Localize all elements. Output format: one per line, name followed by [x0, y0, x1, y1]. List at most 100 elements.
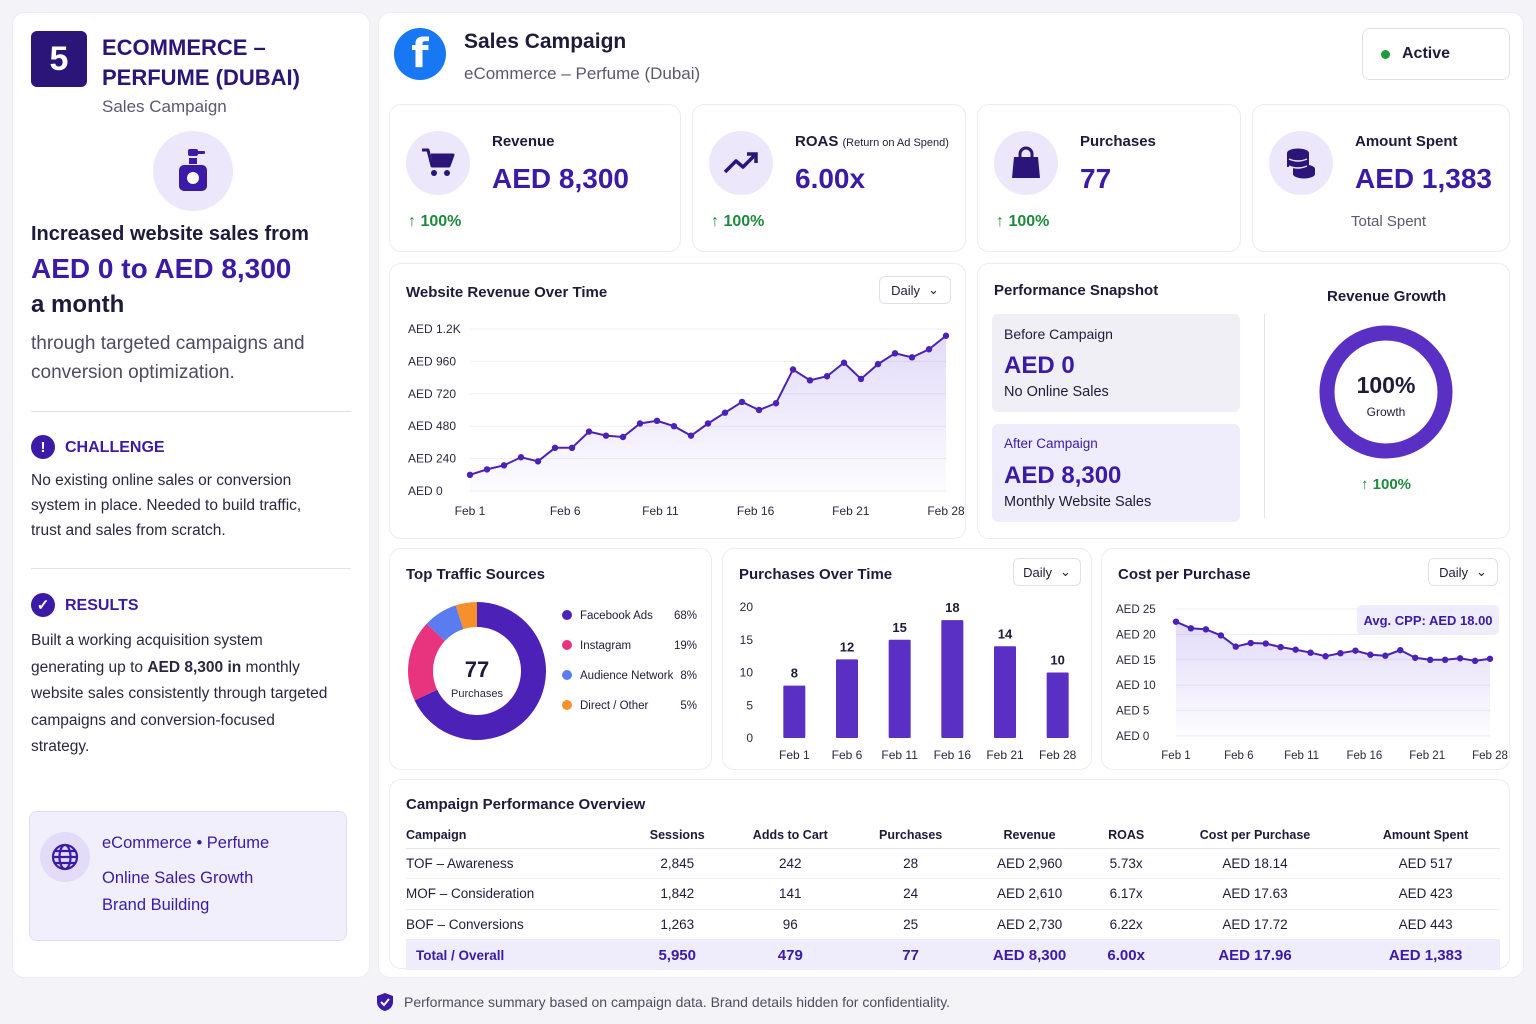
table-cell: TOF – Awareness [406, 848, 630, 879]
after-value: AED 8,300 [1004, 462, 1122, 489]
legend-label: Audience Network [580, 670, 674, 682]
data-point [1337, 649, 1344, 657]
kpi-card-purchases: Purchases 77 ↑ 100% [977, 104, 1241, 252]
data-point [670, 423, 678, 430]
table-cell: 28 [855, 848, 966, 879]
data-point [1322, 653, 1329, 660]
chevron-down-icon: ⌄ [1476, 564, 1487, 579]
data-point [1352, 647, 1359, 654]
column-header: Revenue [965, 822, 1094, 849]
data-point [1187, 625, 1195, 632]
kpi-value: 6.00x [795, 163, 866, 194]
traffic-donut-chart: 77 Purchases Facebook Ads 68% Instagram 19% Au… [408, 602, 697, 740]
table-cell: AED 17.96 [1158, 939, 1352, 970]
data-point [823, 373, 831, 380]
legend-value: 19% [674, 640, 697, 652]
data-point [1307, 649, 1314, 656]
column-header: Adds to Cart [725, 822, 856, 849]
data-point [568, 444, 576, 451]
before-value: AED 0 [1004, 352, 1075, 379]
data-point [1277, 643, 1284, 651]
data-point [551, 444, 559, 451]
y-tick-label: AED 15 [1116, 655, 1156, 667]
x-tick-label: Feb 1 [455, 504, 486, 518]
shield-check-icon [377, 993, 393, 1011]
data-point [1217, 632, 1225, 639]
table-title: Campaign Performance Overview [406, 796, 646, 813]
legend-value: 5% [680, 700, 697, 712]
chart-title: Cost per Purchase [1118, 566, 1251, 583]
bar-value-label: 12 [840, 639, 854, 654]
x-tick-label: Feb 11 [881, 748, 918, 762]
table-cell: 6.17x [1093, 878, 1159, 910]
legend-label: Facebook Ads [580, 610, 653, 622]
x-tick-label: Feb 6 [1224, 750, 1253, 762]
status-dot-icon [1381, 49, 1390, 59]
donut-slice [408, 623, 445, 701]
kpi-label: Revenue [492, 133, 555, 150]
kpi-value: 77 [1080, 163, 1112, 194]
kpi-label: Amount Spent [1355, 133, 1458, 150]
growth-title: Revenue Growth [1327, 288, 1447, 305]
x-tick-label: Feb 28 [1039, 748, 1077, 762]
data-point [721, 409, 729, 416]
divider [1264, 314, 1265, 518]
summary-panel: 5 ECOMMERCE – PERFUME (DUBAI) Sales Camp… [12, 12, 370, 978]
column-header: Amount Spent [1351, 822, 1500, 849]
ring-progress [1319, 325, 1453, 459]
table-row: TOF – Awareness 2,845 242 28 AED 2,960 5.73x A… [406, 848, 1500, 879]
data-point [1456, 655, 1464, 662]
data-point [1382, 652, 1389, 659]
avg-cpp-annotation: Avg. CPP: AED 18.00 [1357, 605, 1499, 635]
table-cell: AED 2,730 [965, 909, 1094, 940]
x-tick-label: Feb 6 [832, 748, 863, 762]
purchases-period-dropdown[interactable]: Daily ⌄ [1013, 558, 1081, 586]
table-cell: AED 2,960 [965, 848, 1094, 879]
case-subtitle: Sales Campaign [102, 97, 227, 116]
table-cell: 141 [725, 878, 856, 910]
table-cell: BOF – Conversions [406, 909, 630, 940]
case-title: ECOMMERCE – PERFUME (DUBAI) [102, 35, 300, 90]
donut-center-label: Purchases [451, 688, 503, 700]
chart-title: Website Revenue Over Time [406, 284, 608, 301]
y-tick-label: AED 5 [1116, 706, 1149, 718]
table-cell: 24 [855, 878, 966, 910]
data-point [585, 428, 593, 435]
legend-label: Instagram [580, 640, 631, 652]
table-cell: 5,950 [629, 939, 725, 970]
column-header: Purchases [855, 822, 966, 849]
table-cell: AED 1,383 [1351, 939, 1500, 970]
table-cell: 479 [725, 939, 856, 970]
donut-slice [455, 602, 477, 630]
after-campaign-box: After Campaign AED 8,300 Monthly Website… [992, 424, 1240, 522]
chevron-down-icon: ⌄ [1060, 564, 1071, 579]
tag-online-sales: Online Sales Growth [102, 869, 254, 887]
cpp-period-dropdown[interactable]: Daily ⌄ [1428, 558, 1498, 586]
revenue-period-dropdown[interactable]: Daily ⌄ [879, 276, 951, 304]
trend-up-icon [709, 131, 773, 195]
after-label: After Campaign [1004, 436, 1098, 451]
data-point [840, 359, 848, 366]
growth-ring [1319, 325, 1453, 459]
bar [783, 685, 806, 738]
bar [994, 646, 1016, 738]
bar-value-label: 10 [1050, 653, 1064, 668]
table-cell: 2,845 [629, 848, 725, 879]
kpi-delta: ↑ 100% [408, 213, 462, 230]
campaign-subtitle: eCommerce – Perfume (Dubai) [464, 64, 701, 83]
perfume-icon [153, 131, 233, 211]
y-tick-label: 5 [746, 698, 753, 712]
status-badge[interactable]: Active [1362, 28, 1510, 80]
data-point [806, 377, 814, 384]
y-tick-label: AED 20 [1116, 629, 1156, 641]
cpp-chart-card: Cost per Purchase Daily ⌄ Avg. CPP: AED 1… [1101, 548, 1510, 770]
data-point [1471, 657, 1479, 665]
campaign-title: Sales Campaign [464, 30, 627, 53]
data-point [755, 406, 763, 414]
chart-title: Purchases Over Time [739, 566, 893, 583]
x-tick-label: Feb 28 [1472, 750, 1508, 762]
x-tick-label: Feb 11 [642, 504, 679, 518]
data-point [1426, 656, 1434, 663]
kpi-card-amount-spent: Amount Spent AED 1,383 Total Spent [1252, 104, 1510, 252]
kpi-delta: ↑ 100% [711, 213, 765, 230]
